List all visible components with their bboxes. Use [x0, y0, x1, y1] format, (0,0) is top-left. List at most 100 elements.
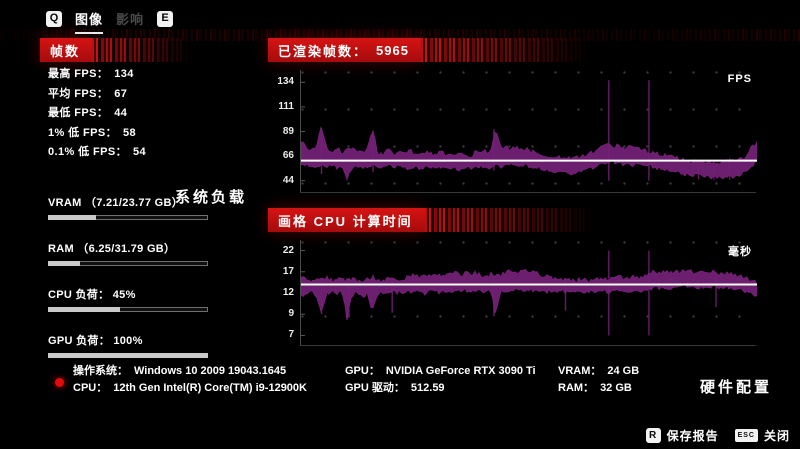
vram-meter: VRAM （7.21/23.77 GB）	[48, 194, 208, 220]
ram-label: RAM：	[558, 382, 595, 394]
cpu-label: CPU：	[73, 382, 108, 394]
frames-header-label: 帧数	[40, 38, 93, 62]
frametime-header-label: 画格 CPU 计算时间	[268, 208, 425, 232]
fps-unit-label: FPS	[727, 73, 752, 85]
chart-canvas	[301, 250, 757, 336]
y-axis-tick-label: 22	[282, 244, 294, 256]
meter-label: RAM （6.25/31.79 GB）	[48, 243, 176, 255]
y-axis-tick-label: 7	[288, 329, 294, 341]
meter-track	[48, 353, 208, 358]
top-tab-bar: Q 图像 影响 E	[46, 9, 174, 34]
frames-header-text: 帧数	[50, 43, 81, 59]
meter-label: CPU 负荷： 45%	[48, 289, 136, 301]
gpu-load-meter: GPU 负荷： 100%	[48, 332, 208, 358]
system-load-title: 系统负载	[175, 189, 248, 206]
stat-label: 最低 FPS：	[48, 107, 109, 120]
y-axis-tick-label: 134	[277, 76, 294, 88]
os-value: Windows 10 2009 19043.1645	[134, 365, 287, 377]
rendered-frames-label: 已渲染帧数： 5965	[268, 38, 421, 62]
stat-row-min-fps: 最低 FPS： 44	[48, 107, 146, 120]
gpu-label: GPU：	[345, 365, 380, 377]
meter-track	[48, 307, 208, 312]
stat-label: 最高 FPS：	[48, 68, 109, 80]
rendered-frames-header: 已渲染帧数： 5965	[268, 38, 591, 62]
frametime-header-text: 画格 CPU 计算时间	[278, 213, 413, 229]
fps-stats-list: 最高 FPS： 134 平均 FPS： 67 最低 FPS： 44 1% 低 FPS：…	[48, 68, 146, 159]
fps-chart-plot: FPS	[300, 70, 757, 193]
save-report-button[interactable]: R 保存报告	[645, 427, 719, 444]
y-axis-tick-label: 9	[288, 308, 294, 320]
system-load-meters: VRAM （7.21/23.77 GB） RAM （6.25/31.79 GB）…	[48, 194, 208, 358]
frames-section-header: 帧数	[40, 38, 193, 62]
memory-info-column: VRAM： 24 GB RAM： 32 GB	[558, 365, 639, 395]
stat-row-1pct-low-fps: 1% 低 FPS： 58	[48, 127, 146, 140]
y-axis-tick-label: 44	[282, 174, 294, 186]
stat-value: 58	[123, 126, 137, 139]
meter-track	[48, 261, 208, 266]
meter-fill	[48, 353, 208, 358]
gpu-driver-value: 512.59	[410, 382, 445, 394]
meter-fill	[48, 215, 96, 220]
y-axis-tick-label: 111	[278, 100, 294, 112]
y-axis-tick-label: 12	[282, 287, 294, 298]
os-info-row: 操作系统： Windows 10 2009 19043.1645	[73, 365, 307, 378]
glitch-tail	[420, 38, 591, 62]
gpu-info-column: GPU： NVIDIA GeForce RTX 3090 Ti GPU 驱动： 51…	[345, 365, 536, 395]
ram-info-row: RAM： 32 GB	[558, 382, 639, 395]
frametime-chart: 22 17 12 9 7 毫秒	[268, 240, 757, 346]
y-axis-tick-label: 66	[282, 150, 294, 162]
gpu-driver-row: GPU 驱动： 512.59	[345, 382, 536, 395]
milliseconds-unit-label: 毫秒	[728, 246, 752, 258]
frametime-section-header: 画格 CPU 计算时间	[268, 208, 595, 232]
close-button[interactable]: ESC 关闭	[734, 427, 790, 444]
glitch-tail	[424, 208, 595, 232]
gpu-value: NVIDIA GeForce RTX 3090 Ti	[385, 365, 536, 377]
y-axis-tick-label: 17	[282, 265, 294, 277]
close-label: 关闭	[763, 429, 790, 443]
record-dot-icon	[55, 378, 64, 387]
vram-info-row: VRAM： 24 GB	[558, 365, 639, 378]
stat-row-avg-fps: 平均 FPS： 67	[48, 88, 146, 101]
stat-value: 44	[114, 107, 128, 120]
os-label: 操作系统：	[73, 365, 128, 377]
cpu-value: 12th Gen Intel(R) Core(TM) i9-12900K	[113, 382, 307, 394]
fps-chart: 134 111 89 66 44 FPS	[268, 70, 757, 193]
next-tab-key-badge[interactable]: E	[157, 10, 174, 27]
rendered-frames-text: 已渲染帧数：	[278, 43, 369, 59]
chart-canvas	[301, 80, 757, 182]
ram-meter: RAM （6.25/31.79 GB）	[48, 240, 208, 266]
esc-key-badge: ESC	[734, 429, 758, 442]
vram-value: 24 GB	[607, 365, 640, 377]
meter-fill	[48, 261, 80, 266]
glitch-tail	[92, 38, 193, 62]
bottom-action-bar: R 保存报告 ESC 关闭	[645, 427, 790, 444]
cpu-info-row: CPU： 12th Gen Intel(R) Core(TM) i9-12900K	[73, 382, 307, 395]
y-axis-tick-label: 89	[282, 125, 294, 137]
ram-value: 32 GB	[600, 382, 632, 394]
vram-label: VRAM：	[558, 365, 602, 377]
stat-row-max-fps: 最高 FPS： 134	[48, 68, 146, 81]
save-report-label: 保存报告	[666, 429, 719, 443]
prev-tab-key-badge[interactable]: Q	[46, 10, 62, 27]
stat-value: 54	[132, 146, 147, 159]
stat-label: 平均 FPS：	[48, 87, 109, 100]
hardware-config-title: 硬件配置	[700, 379, 773, 396]
tab-impact[interactable]: 影响	[116, 12, 145, 27]
stat-value: 67	[114, 87, 128, 100]
gpu-info-row: GPU： NVIDIA GeForce RTX 3090 Ti	[345, 365, 536, 378]
frametime-chart-y-axis: 22 17 12 9 7	[268, 240, 294, 346]
stat-value: 134	[114, 68, 134, 80]
system-info-rows: 操作系统： Windows 10 2009 19043.1645 CPU： 12th…	[73, 365, 307, 395]
stat-label: 1% 低 FPS：	[48, 126, 118, 139]
frametime-chart-plot: 毫秒	[300, 240, 757, 346]
tab-image[interactable]: 图像	[75, 9, 104, 34]
gpu-driver-label: GPU 驱动：	[345, 382, 405, 394]
stat-label: 0.1% 低 FPS：	[48, 146, 127, 159]
cpu-load-meter: CPU 负荷： 45%	[48, 286, 208, 312]
glitch-texture-band	[0, 29, 800, 41]
fps-chart-y-axis: 134 111 89 66 44	[268, 70, 294, 193]
stat-row-01pct-low-fps: 0.1% 低 FPS： 54	[48, 146, 146, 159]
rendered-frames-count: 5965	[376, 42, 409, 58]
system-info-footnote: 操作系统： Windows 10 2009 19043.1645 CPU： 12th…	[55, 365, 307, 395]
meter-track	[48, 215, 208, 220]
